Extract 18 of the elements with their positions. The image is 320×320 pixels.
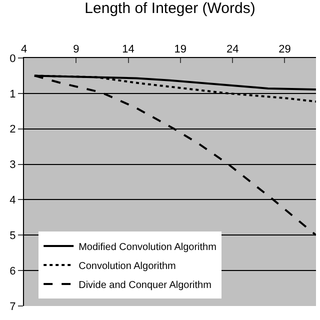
x-tick-label: 4 bbox=[20, 44, 28, 56]
y-tick-label: 5 bbox=[10, 230, 16, 242]
x-tick-label: 29 bbox=[278, 44, 291, 56]
x-tick-label: 24 bbox=[226, 44, 239, 56]
x-tick-label: 14 bbox=[122, 44, 134, 56]
x-tick-label: 9 bbox=[73, 44, 80, 56]
x-axis-title: Length of Integer (Words) bbox=[84, 0, 256, 17]
y-tick-label: 6 bbox=[10, 265, 16, 278]
y-tick-label: 0 bbox=[10, 52, 16, 65]
legend-label: Modified Convolution Algorithm bbox=[78, 242, 216, 253]
legend-label: Convolution Algorithm bbox=[78, 260, 176, 272]
y-tick-label: 4 bbox=[10, 194, 16, 207]
y-tick-label: 7 bbox=[10, 300, 16, 313]
y-tick-label: 1 bbox=[10, 88, 16, 100]
y-tick-label: 2 bbox=[10, 124, 16, 136]
x-tick-label: 19 bbox=[174, 44, 187, 56]
legend-label: Divide and Conquer Algorithm bbox=[78, 280, 212, 291]
y-tick-label: 3 bbox=[10, 159, 16, 172]
